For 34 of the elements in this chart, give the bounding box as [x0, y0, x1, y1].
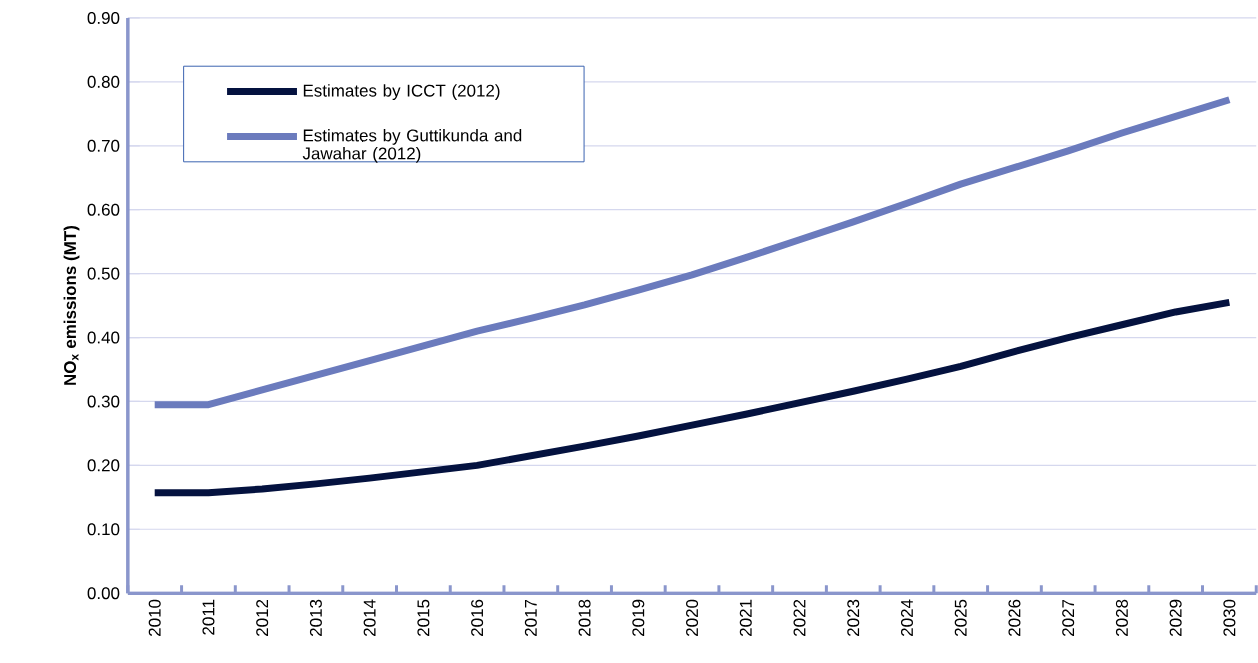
x-tick-label: 2026 [1008, 599, 1021, 636]
x-tick-label: 2030 [1223, 599, 1236, 636]
y-tick-label: 0.90 [87, 11, 120, 24]
x-tick-label: 2014 [363, 599, 376, 636]
x-tick-label: 2028 [1115, 599, 1128, 636]
y-tick-label: 0.80 [87, 75, 120, 88]
y-tick-label: 0.10 [87, 523, 120, 536]
y-tick-label: 0.40 [87, 331, 120, 344]
y-axis-title: NO$_{x}$ emissions (MT) [63, 225, 80, 385]
x-tick-label: 2027 [1062, 599, 1075, 636]
x-tick-label: 2029 [1169, 599, 1182, 636]
x-tick-label: 2024 [900, 599, 913, 636]
legend-label: Estimates by Guttikunda and Jawahar (2012) [302, 128, 522, 163]
x-tick-label: 2013 [309, 599, 322, 636]
y-tick-label: 0.50 [87, 267, 120, 280]
x-tick-label: 2023 [847, 599, 860, 636]
x-tick-label: 2021 [739, 599, 752, 636]
x-tick-label: 2015 [417, 599, 430, 636]
x-tick-label: 2022 [793, 599, 806, 636]
y-tick-label: 0.30 [87, 395, 120, 408]
legend-label: Estimates by ICCT (2012) [303, 84, 500, 100]
x-tick-label: 2019 [632, 599, 645, 636]
x-tick-label: 2016 [471, 599, 484, 636]
x-tick-label: 2017 [524, 599, 537, 636]
x-tick-label: 2011 [202, 599, 215, 635]
y-tick-label: 0.60 [87, 203, 120, 216]
x-tick-label: 2012 [256, 599, 269, 636]
y-tick-label: 0.70 [87, 139, 120, 152]
x-tick-label: 2018 [578, 599, 591, 636]
x-tick-label: 2025 [954, 599, 967, 636]
y-tick-label: 0.20 [87, 459, 120, 472]
x-tick-label: 2020 [686, 599, 699, 636]
x-tick-label: 2010 [148, 599, 161, 636]
y-tick-label: 0.00 [87, 587, 120, 600]
